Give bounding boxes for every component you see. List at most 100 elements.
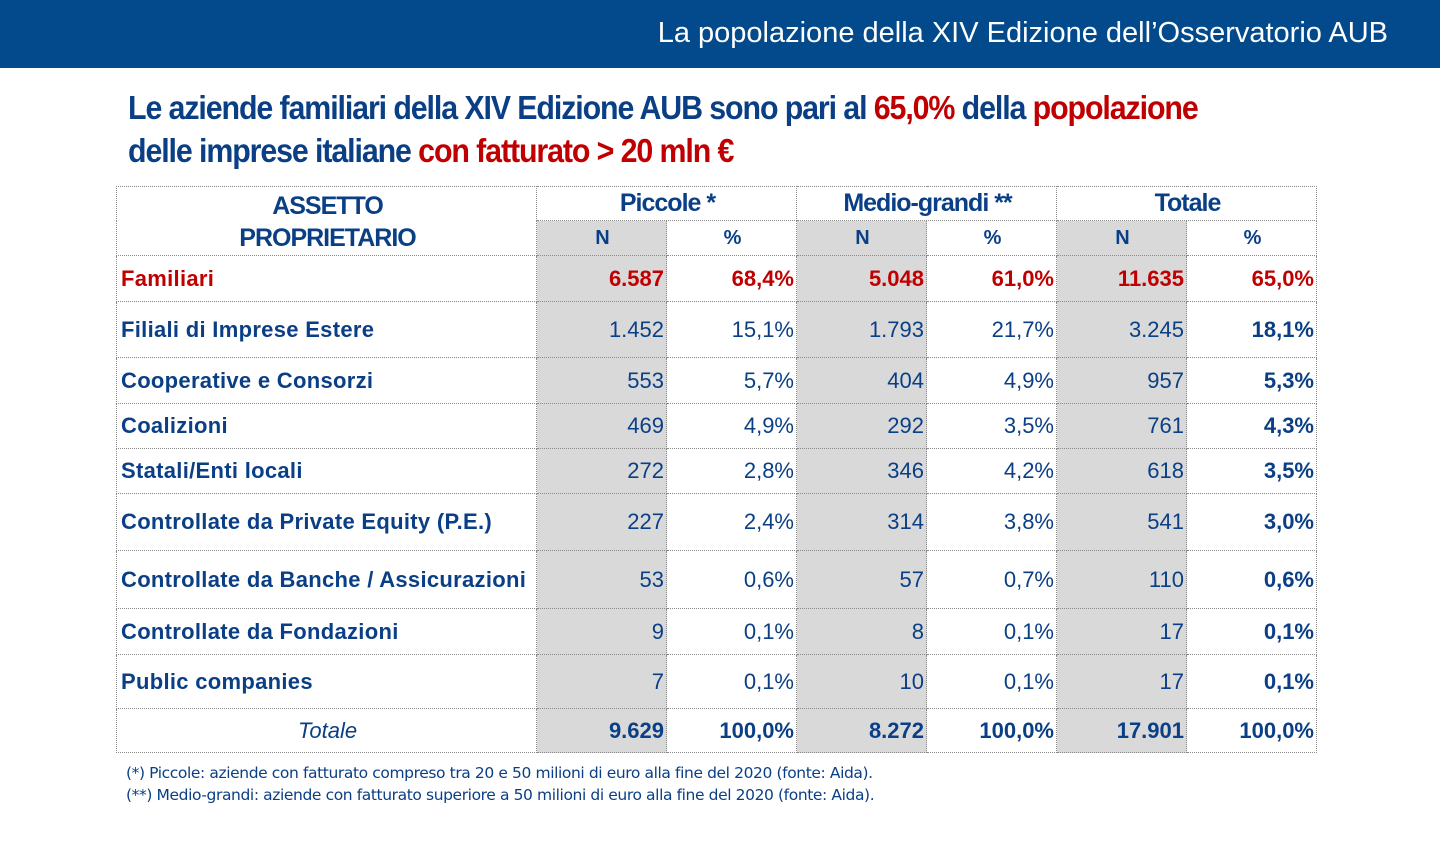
cell-value: 5,7%	[666, 357, 797, 404]
cell-value: 272	[536, 448, 667, 494]
cell-value: 541	[1056, 493, 1187, 551]
cell-value: 11.635	[1056, 255, 1187, 302]
footnotes: (*) Piccole: aziende con fatturato compr…	[126, 762, 875, 806]
row-label: Controllate da Private Equity (P.E.)	[116, 493, 537, 551]
cell-value: 3.245	[1056, 301, 1187, 358]
cell-value: 314	[796, 493, 927, 551]
total-value: 100,0%	[926, 708, 1057, 753]
table-row: Public companies 7 0,1% 10 0,1% 17 0,1%	[116, 654, 1317, 709]
table-row: Statali/Enti locali 272 2,8% 346 4,2% 618 3,5%	[116, 448, 1317, 494]
cell-value: 0,6%	[666, 550, 797, 609]
cell-value: 1.452	[536, 301, 667, 358]
cell-value: 4,9%	[666, 403, 797, 449]
cell-value: 3,5%	[1186, 448, 1317, 494]
slide-title: La popolazione della XIV Edizione dell’O…	[657, 17, 1388, 49]
cell-value: 68,4%	[666, 255, 797, 302]
cell-value: 1.793	[796, 301, 927, 358]
row-label: Public companies	[116, 654, 537, 709]
headline-highlight: con fatturato > 20 mln €	[418, 132, 734, 169]
table-row: Familiari 6.587 68,4% 5.048 61,0% 11.635 65,0%	[116, 255, 1317, 302]
row-label: Cooperative e Consorzi	[116, 357, 537, 404]
cell-value: 0,7%	[926, 550, 1057, 609]
table-row: Controllate da Fondazioni 9 0,1% 8 0,1% 17 0,1…	[116, 608, 1317, 655]
cell-value: 292	[796, 403, 927, 449]
row-label: Coalizioni	[116, 403, 537, 449]
table-row: Coalizioni 469 4,9% 292 3,5% 761 4,3%	[116, 403, 1317, 449]
cell-value: 0,1%	[926, 608, 1057, 655]
cell-value: 57	[796, 550, 927, 609]
cell-value: 5.048	[796, 255, 927, 302]
sub-header: %	[926, 220, 1057, 256]
total-value: 100,0%	[666, 708, 797, 753]
group-header: Medio-grandi **	[796, 186, 1057, 221]
cell-value: 61,0%	[926, 255, 1057, 302]
header-bar: La popolazione della XIV Edizione dell’O…	[0, 0, 1440, 68]
cell-value: 10	[796, 654, 927, 709]
cell-value: 15,1%	[666, 301, 797, 358]
row-label: Filiali di Imprese Estere	[116, 301, 537, 358]
row-label: Statali/Enti locali	[116, 448, 537, 494]
cell-value: 2,4%	[666, 493, 797, 551]
cell-value: 346	[796, 448, 927, 494]
total-value: 17.901	[1056, 708, 1187, 753]
headline-highlight: 65,0%	[873, 89, 956, 126]
sub-header: N	[536, 220, 667, 256]
footnote: (**) Medio-grandi: aziende con fatturato…	[126, 786, 875, 804]
cell-value: 17	[1056, 608, 1187, 655]
sub-header: %	[666, 220, 797, 256]
table-row: Filiali di Imprese Estere 1.452 15,1% 1.793…	[116, 301, 1317, 358]
cell-value: 0,1%	[666, 654, 797, 709]
row-label: Familiari	[116, 255, 537, 302]
cell-value: 4,2%	[926, 448, 1057, 494]
cell-value: 8	[796, 608, 927, 655]
cell-value: 53	[536, 550, 667, 609]
headline-text: Le aziende familiari della XIV Edizione …	[128, 89, 874, 126]
cell-value: 0,1%	[666, 608, 797, 655]
row-label: Controllate da Banche / Assicurazioni	[116, 550, 537, 609]
cell-value: 110	[1056, 550, 1187, 609]
cell-value: 3,0%	[1186, 493, 1317, 551]
cell-value: 17	[1056, 654, 1187, 709]
cell-value: 0,6%	[1186, 550, 1317, 609]
footnote: (*) Piccole: aziende con fatturato compr…	[126, 764, 873, 782]
cell-value: 21,7%	[926, 301, 1057, 358]
cell-value: 18,1%	[1186, 301, 1317, 358]
cell-value: 0,1%	[926, 654, 1057, 709]
headline: Le aziende familiari della XIV Edizione …	[128, 86, 1278, 172]
cell-value: 0,1%	[1186, 654, 1317, 709]
group-header: Piccole *	[536, 186, 797, 221]
table-row: Controllate da Banche / Assicurazioni 53 0…	[116, 550, 1317, 609]
ownership-table: ASSETTO PROPRIETARIO Piccole * Medio-gran…	[116, 186, 1317, 753]
cell-value: 761	[1056, 403, 1187, 449]
sub-header: N	[1056, 220, 1187, 256]
cell-value: 65,0%	[1186, 255, 1317, 302]
sub-header: %	[1186, 220, 1317, 256]
cell-value: 227	[536, 493, 667, 551]
cell-value: 4,9%	[926, 357, 1057, 404]
headline-text: delle imprese italiane	[128, 132, 419, 169]
group-header: Totale	[1056, 186, 1317, 221]
cell-value: 7	[536, 654, 667, 709]
cell-value: 6.587	[536, 255, 667, 302]
cell-value: 957	[1056, 357, 1187, 404]
total-value: 8.272	[796, 708, 927, 753]
cell-value: 404	[796, 357, 927, 404]
cell-value: 9	[536, 608, 667, 655]
total-value: 9.629	[536, 708, 667, 753]
total-label: Totale	[116, 708, 537, 753]
headline-highlight: popolazione	[1032, 89, 1199, 126]
row-label: Controllate da Fondazioni	[116, 608, 537, 655]
cell-value: 469	[536, 403, 667, 449]
sub-header: N	[796, 220, 927, 256]
cell-value: 618	[1056, 448, 1187, 494]
col-header-assetto: ASSETTO PROPRIETARIO	[116, 186, 537, 256]
total-value: 100,0%	[1186, 708, 1317, 753]
cell-value: 3,8%	[926, 493, 1057, 551]
cell-value: 553	[536, 357, 667, 404]
total-row: Totale 9.629 100,0% 8.272 100,0% 17.901 100,0%	[116, 708, 1317, 753]
cell-value: 3,5%	[926, 403, 1057, 449]
cell-value: 5,3%	[1186, 357, 1317, 404]
cell-value: 4,3%	[1186, 403, 1317, 449]
table-row: Controllate da Private Equity (P.E.) 227 2…	[116, 493, 1317, 551]
headline-text: della	[954, 89, 1033, 126]
